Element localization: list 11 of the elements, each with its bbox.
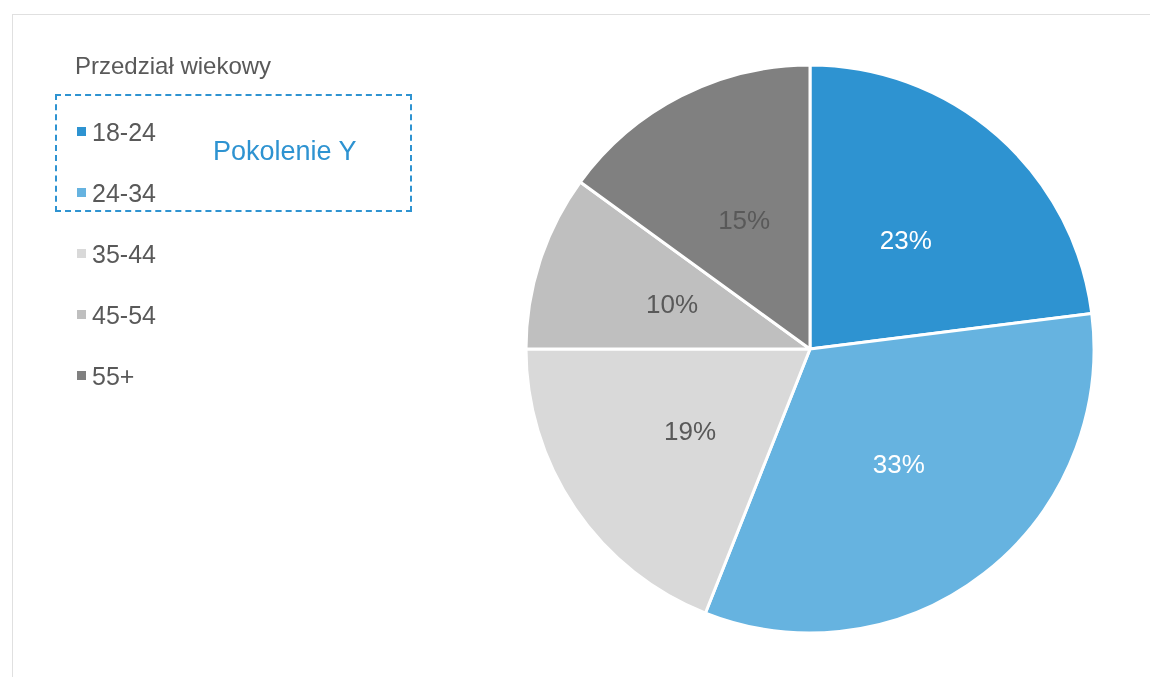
- data-label: 10%: [646, 289, 699, 320]
- legend-title: Przedział wiekowy: [75, 51, 272, 79]
- legend-label: 18-24: [92, 117, 157, 146]
- legend-label: 35-44: [92, 239, 157, 268]
- data-label: 19%: [664, 415, 717, 446]
- legend-label: 55+: [92, 361, 135, 390]
- data-label: 33%: [872, 448, 925, 479]
- text: Pokolenie Y: [213, 136, 357, 167]
- legend-label: 45-54: [92, 300, 157, 329]
- data-label: 23%: [879, 225, 932, 256]
- legend-label: 24-34: [92, 178, 157, 207]
